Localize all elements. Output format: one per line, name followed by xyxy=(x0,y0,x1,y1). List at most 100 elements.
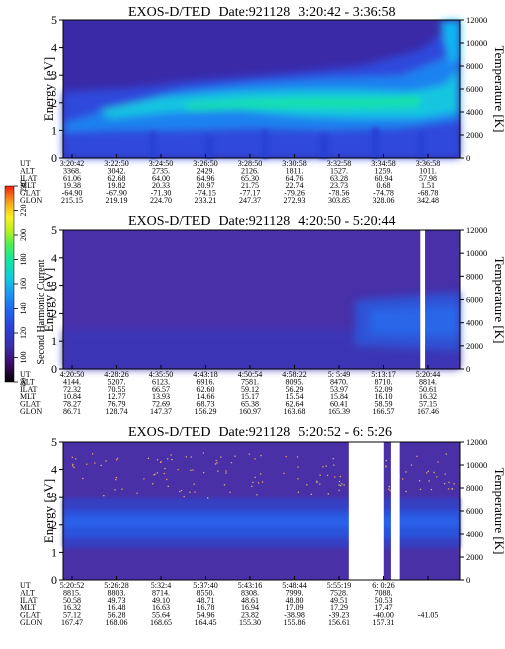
count-dot xyxy=(121,488,123,490)
panel-3-y2-ticks: 0 2000 4000 6000 8000 10000 12000 xyxy=(460,437,487,585)
y2-tick-label: 10000 xyxy=(466,248,487,258)
count-dot xyxy=(185,456,188,458)
panel-2-y2-ticks: 0 2000 4000 6000 8000 10000 12000 xyxy=(460,225,487,374)
orbit-cell: 8714. xyxy=(152,588,170,597)
orbit-cell: 4:35:50 xyxy=(149,370,173,379)
orbit-cell: 17.09 xyxy=(286,603,304,612)
panel-3-y-ticks: 0 1 2 3 4 5 xyxy=(51,435,63,587)
orbit-cell: 4:43:18 xyxy=(193,370,217,379)
orbit-cell: 56.29 xyxy=(286,385,304,394)
count-dot xyxy=(225,470,227,472)
count-dot xyxy=(166,478,168,481)
orbit-cell: 160.97 xyxy=(239,407,261,416)
orbit-cell: 22.74 xyxy=(286,181,304,190)
orbit-cell: 5:13:17 xyxy=(371,370,395,379)
orbit-row-label: GLON xyxy=(20,196,42,205)
panel-3-orbit-table: UTALTILATMLTGLATGLON5:20:528815.50.5816.… xyxy=(20,576,438,627)
count-dot xyxy=(306,484,308,486)
orbit-cell: 3:28:50 xyxy=(238,159,262,168)
count-dot xyxy=(430,489,433,491)
count-dot xyxy=(453,483,455,485)
count-dot xyxy=(405,490,407,493)
orbit-cell: 16.32 xyxy=(63,603,81,612)
orbit-cell: 3:24:50 xyxy=(149,159,173,168)
panel-2-ylabel-right: Temperature [K] xyxy=(492,257,505,344)
orbit-cell: 48.71 xyxy=(197,596,215,605)
y2-tick-label: 0 xyxy=(466,364,470,374)
y2-tick-label: 6000 xyxy=(466,295,483,305)
count-dot xyxy=(154,473,156,475)
count-dot xyxy=(251,485,253,487)
count-dot xyxy=(254,476,256,479)
orbit-row-label: GLON xyxy=(20,407,42,416)
orbit-row-label: MLT xyxy=(20,392,36,401)
y2-tick-label: 10000 xyxy=(466,38,487,48)
orbit-cell: 52.09 xyxy=(375,385,393,394)
orbit-cell: 3:36:58 xyxy=(416,159,440,168)
count-dot xyxy=(285,455,287,458)
orbit-cell: 48.80 xyxy=(286,596,304,605)
orbit-cell: -40.00 xyxy=(373,611,394,620)
orbit-cell: 10.84 xyxy=(63,392,81,401)
orbit-cell: 157.31 xyxy=(373,618,395,627)
y-tick-label: 5 xyxy=(51,223,57,237)
orbit-cell: 164.45 xyxy=(195,618,217,627)
orbit-cell: 53.97 xyxy=(330,385,348,394)
orbit-cell: 155.30 xyxy=(239,618,261,627)
count-dot xyxy=(419,488,422,491)
y-tick-label: 4 xyxy=(51,41,57,55)
panel-1-plot xyxy=(62,19,461,159)
count-dot xyxy=(385,465,387,467)
orbit-cell: -74.15 xyxy=(195,189,216,198)
orbit-cell: 8710. xyxy=(375,377,393,386)
count-dot xyxy=(116,457,119,459)
y2-tick-label: 8000 xyxy=(466,61,483,71)
orbit-row-label: ILAT xyxy=(20,385,37,394)
orbit-cell: -39.23 xyxy=(329,611,350,620)
orbit-cell: 16.10 xyxy=(375,392,393,401)
orbit-cell: 1.51 xyxy=(421,181,435,190)
count-dot xyxy=(72,465,74,467)
colorbar-tick-label: 140 xyxy=(19,303,28,315)
orbit-cell: 163.68 xyxy=(284,407,306,416)
orbit-cell: 1011. xyxy=(419,166,437,175)
count-dot xyxy=(164,467,166,470)
count-dot xyxy=(171,458,173,461)
orbit-cell: 19.82 xyxy=(108,181,126,190)
orbit-cell: 15.84 xyxy=(330,392,348,401)
orbit-cell: 5207. xyxy=(108,377,126,386)
count-dot xyxy=(167,485,169,487)
orbit-cell: 86.71 xyxy=(63,407,81,416)
orbit-cell: 21.75 xyxy=(241,181,259,190)
panel-2-title: EXOS-D/TED Date:921128 4:20:50 - 5:20:44 xyxy=(128,214,395,229)
panel-1-orbit-table: UTALTILATMLTGLATGLON3:20:423368.61.0619.… xyxy=(20,154,440,205)
panel-2-band-right-core xyxy=(370,306,460,336)
orbit-cell: -71.30 xyxy=(151,189,172,198)
count-dot xyxy=(202,452,205,454)
count-dot xyxy=(433,471,435,474)
orbit-cell: 0.68 xyxy=(377,181,391,190)
orbit-cell: 65.38 xyxy=(241,400,259,409)
orbit-cell: 168.06 xyxy=(106,618,128,627)
orbit-cell: 57.98 xyxy=(419,174,437,183)
panel-2: EXOS-D/TED Date:921128 4:20:50 - 5:20:44 E… xyxy=(20,214,505,416)
orbit-cell: 20.97 xyxy=(197,181,215,190)
colorbar-tick-label: 180 xyxy=(19,254,28,266)
count-dot xyxy=(115,459,118,461)
count-dot xyxy=(73,466,75,469)
panel-3-intensity-regions xyxy=(63,498,460,548)
y2-tick-label: 2000 xyxy=(466,341,483,351)
count-dot xyxy=(385,466,387,468)
orbit-cell: 7581. xyxy=(241,377,259,386)
count-dot xyxy=(72,463,74,465)
orbit-cell: 3042. xyxy=(108,166,126,175)
count-dot xyxy=(216,462,218,464)
orbit-cell: 76.79 xyxy=(108,400,126,409)
orbit-cell: 70.55 xyxy=(108,385,126,394)
panel-2-data-gaps xyxy=(420,230,426,369)
count-dot xyxy=(418,480,421,482)
orbit-cell: 3:32:58 xyxy=(327,159,351,168)
count-dot xyxy=(416,455,418,458)
orbit-cell: 16.78 xyxy=(197,603,215,612)
orbit-cell: 64.96 xyxy=(197,174,215,183)
